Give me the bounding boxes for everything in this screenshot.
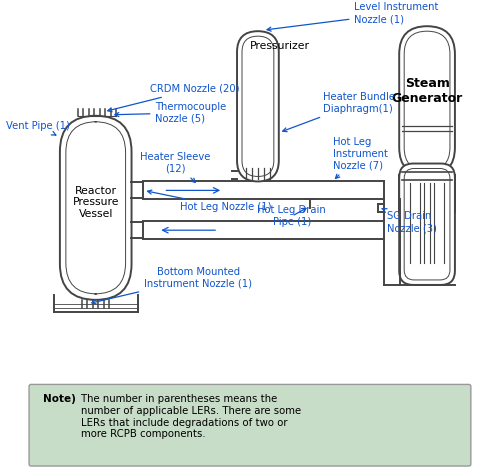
Text: Bottom Mounted
Instrument Nozzle (1): Bottom Mounted Instrument Nozzle (1) <box>92 267 252 304</box>
Text: Heater Bundle
Diaphragm(1): Heater Bundle Diaphragm(1) <box>283 92 395 132</box>
Text: Reactor
Pressure
Vessel: Reactor Pressure Vessel <box>72 186 119 219</box>
Text: Steam
Generator: Steam Generator <box>392 77 463 105</box>
Text: Hot Leg Nozzle (1): Hot Leg Nozzle (1) <box>147 190 272 212</box>
Text: The number in parentheses means the
number of applicable LERs. There are some
LE: The number in parentheses means the numb… <box>81 394 301 439</box>
Text: Hot Leg
Instrument
Nozzle (7): Hot Leg Instrument Nozzle (7) <box>333 137 387 179</box>
FancyBboxPatch shape <box>66 122 126 294</box>
Text: Vent Pipe (1): Vent Pipe (1) <box>6 121 70 135</box>
FancyBboxPatch shape <box>242 36 274 176</box>
Text: Hot Leg Drain
Pipe (1): Hot Leg Drain Pipe (1) <box>257 205 326 227</box>
FancyBboxPatch shape <box>404 31 450 171</box>
Text: Level Instrument
Nozzle (1): Level Instrument Nozzle (1) <box>267 2 439 31</box>
FancyBboxPatch shape <box>29 385 471 466</box>
Text: Pressurizer: Pressurizer <box>250 41 310 51</box>
FancyBboxPatch shape <box>404 168 450 280</box>
FancyBboxPatch shape <box>60 116 132 300</box>
Text: Heater Sleeve
(12): Heater Sleeve (12) <box>140 152 211 182</box>
Text: Note): Note) <box>43 394 76 404</box>
Text: SG Drain
Nozzle (3): SG Drain Nozzle (3) <box>382 209 437 233</box>
FancyBboxPatch shape <box>237 31 279 182</box>
FancyBboxPatch shape <box>399 26 455 175</box>
Text: CRDM Nozzle (20): CRDM Nozzle (20) <box>108 84 240 112</box>
Text: Thermocouple
Nozzle (5): Thermocouple Nozzle (5) <box>115 102 227 123</box>
FancyBboxPatch shape <box>399 164 455 285</box>
